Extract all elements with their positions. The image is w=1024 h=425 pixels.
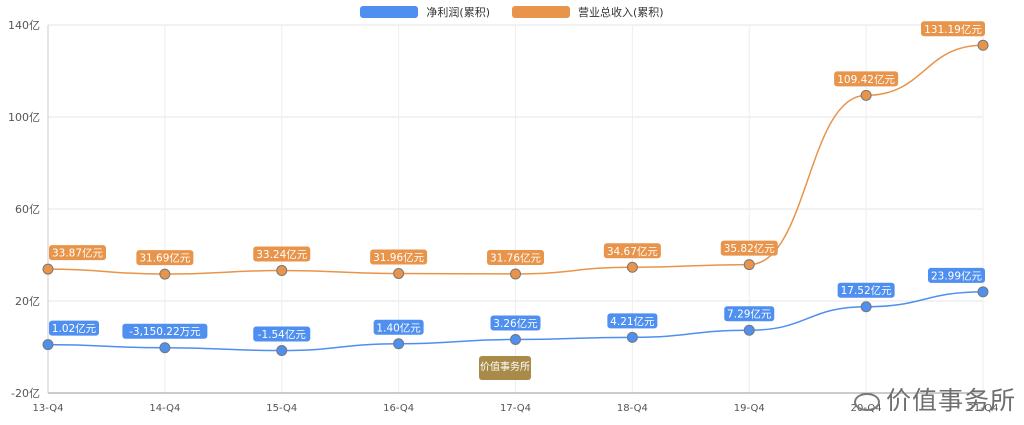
data-point <box>42 263 54 275</box>
data-label-bg <box>373 319 424 335</box>
data-point <box>276 345 288 357</box>
x-tick-label: 17-Q4 <box>500 403 531 414</box>
legend-label-net-profit: 净利润(累积) <box>426 6 490 19</box>
data-label-bg <box>370 249 428 265</box>
data-label-bg <box>834 71 899 87</box>
data-point <box>860 301 872 313</box>
data-label-bg <box>720 240 778 256</box>
legend-label-revenue: 营业总收入(累积) <box>578 6 664 19</box>
x-tick-label: 13-Q4 <box>33 403 64 414</box>
data-point <box>159 342 171 354</box>
data-point <box>743 259 755 271</box>
data-label-bg <box>490 315 541 331</box>
corner-watermark: 价值事务所 <box>853 381 1016 417</box>
x-tick-label: 14-Q4 <box>149 403 180 414</box>
chart-legend: 净利润(累积) 营业总收入(累积) <box>0 4 1024 20</box>
x-tick-label: 16-Q4 <box>383 403 414 414</box>
legend-swatch-revenue <box>512 6 570 18</box>
data-point <box>510 334 521 346</box>
data-label-bg <box>253 326 311 342</box>
y-tick-label: 60亿 <box>15 203 40 216</box>
data-point <box>626 261 638 273</box>
data-label-bg <box>837 282 895 298</box>
data-point <box>42 339 54 351</box>
x-tick-label: 18-Q4 <box>617 403 648 414</box>
legend-item-net-profit[interactable]: 净利润(累积) <box>360 4 490 20</box>
y-tick-label: 140亿 <box>8 19 40 32</box>
legend-swatch-net-profit <box>360 6 419 18</box>
data-label: 3.26亿元 <box>493 317 538 330</box>
data-label-bg <box>724 306 775 322</box>
data-label: 31.76亿元 <box>490 251 542 264</box>
data-label-bg <box>607 313 658 329</box>
data-label-bg <box>122 323 208 339</box>
data-label: 109.42亿元 <box>837 73 895 86</box>
data-label-bg <box>49 245 106 261</box>
data-point <box>393 338 405 350</box>
x-tick-label: 15-Q4 <box>266 403 297 414</box>
data-label: 33.87亿元 <box>52 247 104 260</box>
x-tick-label: 19-Q4 <box>734 403 765 414</box>
data-label: 4.21亿元 <box>610 315 655 328</box>
data-label-bg <box>253 246 311 262</box>
data-point <box>626 331 638 343</box>
y-tick-label: 20亿 <box>15 295 40 308</box>
data-label-bg <box>136 250 194 266</box>
data-label: 33.24亿元 <box>256 248 308 261</box>
data-point <box>860 89 872 101</box>
center-watermark-logo: 价值事务所 <box>479 356 531 380</box>
data-label-bg <box>921 21 985 37</box>
data-point <box>510 268 521 280</box>
legend-item-revenue[interactable]: 营业总收入(累积) <box>512 4 664 20</box>
data-label: 1.02亿元 <box>52 322 97 335</box>
data-point <box>159 268 171 280</box>
data-label: 7.29亿元 <box>727 308 772 321</box>
data-label: 131.19亿元 <box>924 23 982 36</box>
y-tick-label: 100亿 <box>8 111 40 124</box>
data-point <box>743 324 755 336</box>
data-point <box>276 265 288 277</box>
data-label: 23.99亿元 <box>931 269 983 282</box>
data-label: 35.82亿元 <box>724 242 776 255</box>
data-label: -3,150.22万元 <box>129 326 201 338</box>
data-label: 31.96亿元 <box>373 251 425 264</box>
data-label: 17.52亿元 <box>841 284 893 297</box>
data-label: 1.40亿元 <box>376 321 421 334</box>
series-line-1 <box>47 44 984 275</box>
weibo-icon <box>853 393 880 411</box>
data-label: 31.69亿元 <box>139 252 191 265</box>
x-tick-label: 21-Q4 <box>968 403 999 414</box>
data-point <box>393 267 405 279</box>
data-label-bg <box>487 249 544 265</box>
data-point <box>977 39 989 51</box>
data-label-bg <box>49 320 99 336</box>
corner-watermark-text: 价值事务所 <box>885 386 1016 415</box>
data-label: 34.67亿元 <box>607 245 659 258</box>
data-label: -1.54亿元 <box>258 328 307 341</box>
data-label-bg <box>603 243 661 259</box>
y-tick-label: -20亿 <box>11 387 40 400</box>
data-label-bg <box>928 267 985 283</box>
data-point <box>977 286 989 298</box>
